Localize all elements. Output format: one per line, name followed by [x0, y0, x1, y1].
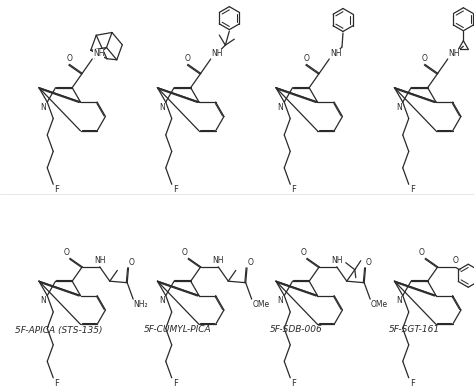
Text: O: O [129, 259, 135, 267]
Text: F: F [54, 378, 59, 387]
Text: O: O [300, 248, 306, 257]
Text: O: O [185, 54, 191, 63]
Text: NH: NH [448, 49, 460, 58]
Text: F: F [291, 185, 296, 194]
Text: O: O [66, 54, 72, 63]
Text: O: O [63, 248, 69, 257]
Text: O: O [366, 259, 372, 267]
Text: N: N [396, 296, 401, 305]
Text: F: F [173, 185, 178, 194]
Text: N: N [159, 103, 164, 112]
Text: O: O [303, 54, 309, 63]
Text: N: N [277, 296, 283, 305]
Text: NH: NH [331, 256, 343, 265]
Text: 5F-SGT-161: 5F-SGT-161 [389, 325, 440, 334]
Text: NH: NH [94, 256, 106, 265]
Text: 5F-SDB-006: 5F-SDB-006 [270, 325, 323, 334]
Text: OMe: OMe [371, 300, 388, 309]
Text: N: N [396, 103, 401, 112]
Text: F: F [291, 378, 296, 387]
Text: NH: NH [93, 49, 104, 58]
Text: O: O [247, 259, 254, 267]
Text: OMe: OMe [252, 300, 269, 309]
Text: F: F [410, 185, 415, 194]
Text: NH₂: NH₂ [134, 300, 148, 309]
Text: NH: NH [330, 49, 341, 58]
Text: O: O [182, 248, 188, 257]
Text: 5F-CUMYL-PICA: 5F-CUMYL-PICA [144, 325, 211, 334]
Text: O: O [422, 54, 428, 63]
Text: NH: NH [211, 49, 223, 58]
Text: F: F [410, 378, 415, 387]
Text: N: N [40, 296, 46, 305]
Text: O: O [452, 256, 458, 265]
Text: 5F-APICA (STS-135): 5F-APICA (STS-135) [16, 325, 103, 334]
Text: NH: NH [212, 256, 224, 265]
Text: N: N [159, 296, 164, 305]
Text: N: N [277, 103, 283, 112]
Text: O: O [419, 248, 425, 257]
Text: F: F [173, 378, 178, 387]
Text: F: F [54, 185, 59, 194]
Text: N: N [40, 103, 46, 112]
